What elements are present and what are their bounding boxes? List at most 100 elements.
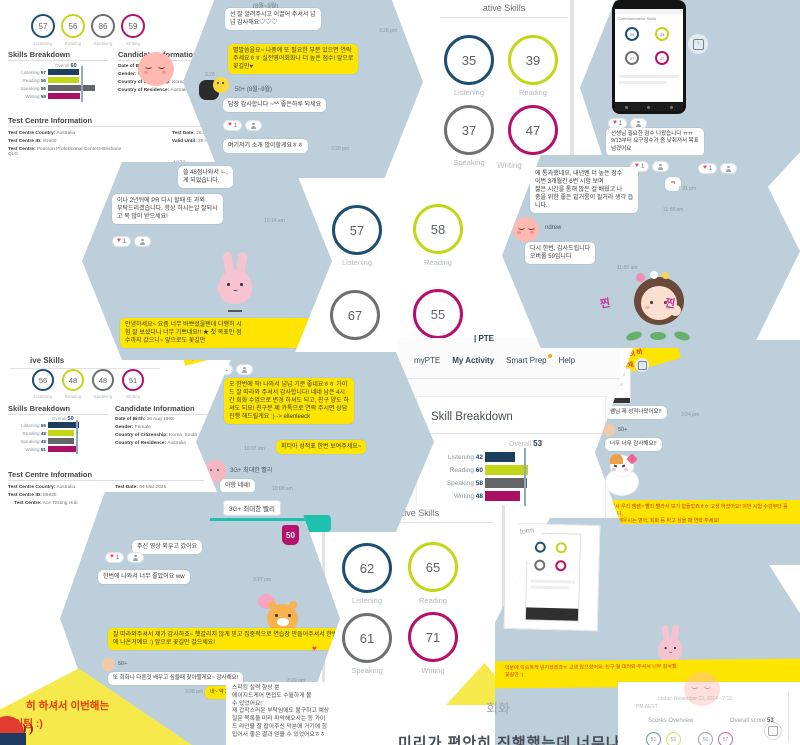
timestamp: 3:27 pm [253,577,272,583]
person-icon [132,554,139,561]
score-label: Speaking [93,41,113,46]
phone-thumbnail [524,532,582,622]
add-reaction-button[interactable] [236,364,254,375]
pte-logo-fragment: | PTE [474,334,495,343]
score-circle-speaking: 61 [342,613,392,663]
overall-marker-line [76,420,78,454]
chat-tile-b: (8월~9월) 선 잘 알려주시고 이끌어 주셔서 넘 넘 감사해요♡♡♡ 3:… [183,0,423,178]
bee-avatar-sticker [213,77,229,93]
chat-header-name: 3G+ 최대한 빨리 [223,500,281,516]
chat-bubble: 이나 2년뒤에 PR 다시 할때 또 과외 부탁드리겠습니다. 항상 하시는일 … [112,194,223,225]
stray-hoehwa-text: 회화 [486,701,510,716]
skills-breakdown-title: Skills Breakdown [8,50,71,59]
pink-rabbit-sticker: ✦ ✦ ✦ [210,251,262,314]
heart-reaction[interactable]: ♥ 1 [112,236,132,247]
stray-writing-label: Writing [497,161,522,170]
add-reaction-button[interactable] [720,163,738,174]
heart-icon: ♥ [219,365,223,373]
heart-reaction[interactable]: ♥ 1 [105,552,125,563]
person-icon [241,366,248,373]
testimonial-text: 스피킹 실력 향상 뿐 에이지드케어 면접도 수월하게 볼 수 있었어요! 제 … [232,685,330,738]
heart-icon: ♥ [110,553,114,561]
nav-mypte[interactable]: myPTE [414,356,441,365]
apeach-sticker [138,52,174,86]
score-label: Writing [126,41,140,46]
score-circle-speaking: 48 [92,369,114,391]
sender-name: 50+ [618,427,628,433]
add-reaction-button[interactable] [652,161,670,172]
score-circle-listening: 57 [332,205,382,255]
heart-reaction[interactable]: ♥ 1 [223,120,243,131]
report-date: unday, November 23, 2024 - 7:15 [658,696,733,702]
score-label: Speaking [351,666,383,675]
scores-overview-title: Scores Overview [648,718,694,724]
add-reaction-button[interactable] [134,236,152,247]
report-date-2: PM AEST [636,704,658,710]
avatar[interactable] [102,658,115,671]
score-circle-writing: 71 [408,612,458,662]
add-reaction-button[interactable] [127,552,145,563]
chat-bubble-sent: 오 한번에 딱! 나와서 넘넘 기분 좋네요ㅎㅎ 가이 드 잘 따라와 주셔서 … [224,378,354,425]
score-label: Speaking [93,394,113,399]
score-circle-listening: 62 [342,543,392,593]
score-label: Reading [64,394,82,399]
score-label: Listening [33,394,52,399]
card-title: Skill Breakdown [431,411,513,423]
overall-label: Overall [55,63,70,68]
screenshot-card[interactable] [503,522,601,632]
score-circle-listening: 35 [444,35,494,85]
mini-score-circle: 51 [666,732,681,745]
add-reaction-button[interactable] [245,120,263,131]
bar-reading [48,77,79,83]
test-centre-title: Test Centre Information [8,116,93,125]
heart-reaction[interactable]: ♥ 1 [214,364,234,375]
share-button[interactable]: ↑ [635,358,649,372]
chat-bubble: 여기저기 소개 많이할게요ㅎㅎ [223,139,309,154]
overall-marker-line [81,66,83,102]
timestamp: 3:29 pm [331,146,350,152]
bar-speaking [48,85,96,91]
timestamp: 10:07 am [244,446,265,452]
apeach-avatar[interactable] [513,217,539,242]
share-icon: ↑ [640,362,644,368]
heart-reaction[interactable]: ♥ 1 [630,161,650,172]
share-icon: ↑ [771,728,775,734]
phone-screenshot[interactable]: Communicative Skills 35 39 37 47 [612,0,686,114]
share-button[interactable]: ↑ [688,34,708,54]
chat-bubble-sent: 별말씀을요~ 나중에 또 필요한 부분 있으면 연락 주세요ㅎㅎ 실전영어회화나… [228,44,359,75]
chat-bubble: ㅋ [665,177,681,192]
scores-overview-card: unday, November 23, 2024 - 7:15 PM AEST … [618,672,800,745]
nav-help[interactable]: Help [558,356,576,365]
score-circle-reading: 65 [408,542,458,592]
score-label: Listening [33,41,52,46]
chat-bubble-sent: 안녕하세요~ 요즘 너무 바쁘셨을텐데 다행히 시 험 잘 보셨다니 너무 기쁘… [120,318,332,349]
chat-bubble: 또 회화나 다른것 배우고 싶을때 찾아뵐게요~ 감사해요! [108,672,244,686]
share-icon: ↑ [696,41,700,47]
bar-listening [48,69,80,75]
timestamp: 3:28 pm [185,689,204,695]
testimonial-backing [226,682,358,745]
heart-icon: ♥ [117,237,121,245]
nav-smart-prep[interactable]: Smart Prep [506,354,553,365]
nav-my-activity[interactable]: My Activity [452,356,495,365]
score-label: Reading [519,88,547,97]
chat-bubble-sent: 잘 따라와주셔서 제가 감사하죠~ 헷갈리지 않게 믿고 집중적으로 연습장 만… [108,628,340,651]
mini-score-circle: 51 [646,732,661,745]
person-icon [139,238,146,245]
bar-reading [485,465,529,475]
communicative-skills-header: ative Skills [482,3,526,13]
share-button[interactable]: ↑ [764,722,782,740]
teal-divider [210,518,322,521]
score-label: Reading [424,258,452,267]
score-label: Writing [126,394,140,399]
bar-listening [48,422,79,428]
score-circle-writing: 51 [122,369,144,391]
heart-reaction[interactable]: ♥ 1 [698,163,718,174]
navy-corner-block [0,733,26,745]
score-circle-reading: 58 [413,204,463,254]
avatar[interactable] [603,424,615,436]
chat-bubble: 쓸 48점나와서 ㄴ, 게 되었습니다. [178,166,233,189]
timestamp: 10:08 am [272,486,293,492]
sender-name: 50+ [118,661,128,667]
